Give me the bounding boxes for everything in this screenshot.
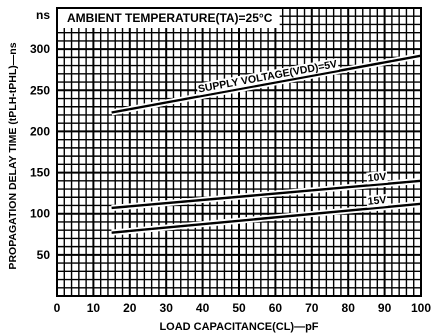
x-axis-label: LOAD CAPACITANCE(CL)—pF [159, 321, 318, 333]
series-label-background [366, 193, 388, 208]
y-tick-label: 250 [30, 83, 50, 97]
series-label-2: 15V [367, 194, 387, 208]
y-tick-labels: 50 100 150 200 250 300 [30, 42, 50, 262]
y-tick-label: 200 [30, 124, 50, 138]
x-tick-label: 80 [342, 301, 356, 315]
series-lines [111, 52, 422, 236]
series-line-2 [111, 202, 422, 234]
series-line-1 [111, 179, 422, 210]
series-line-0 [111, 54, 422, 114]
y-axis-label: PROPAGATION DELAY TIME (tPLH-tPHL)—ns [7, 42, 19, 269]
x-tick-labels: 0 10 20 30 40 50 60 70 80 90 100 [54, 301, 432, 315]
x-tick-label: 60 [269, 301, 283, 315]
y-tick-label: 300 [30, 42, 50, 56]
title-background [58, 9, 280, 28]
x-tick-label: 90 [378, 301, 392, 315]
series-label-1: 10V [367, 171, 387, 185]
y-unit-background [34, 8, 52, 22]
y-tick-label: 50 [37, 248, 51, 262]
x-tick-label: 50 [232, 301, 246, 315]
x-tick-label: 30 [160, 301, 174, 315]
y-unit-label: ns [36, 8, 50, 22]
x-tick-label: 0 [54, 301, 61, 315]
chart-title: AMBIENT TEMPERATURE(TA)=25°C [67, 11, 273, 25]
x-tick-label: 10 [87, 301, 101, 315]
grid [57, 8, 421, 296]
x-tick-label: 100 [411, 301, 431, 315]
series-label-background [366, 170, 388, 185]
y-tick-label: 150 [30, 166, 50, 180]
plot-frame [56, 7, 422, 297]
x-tick-label: 40 [196, 301, 210, 315]
series-label-background [196, 58, 340, 96]
y-tick-label: 100 [30, 207, 50, 221]
x-tick-label: 70 [305, 301, 319, 315]
x-tick-label: 20 [123, 301, 137, 315]
